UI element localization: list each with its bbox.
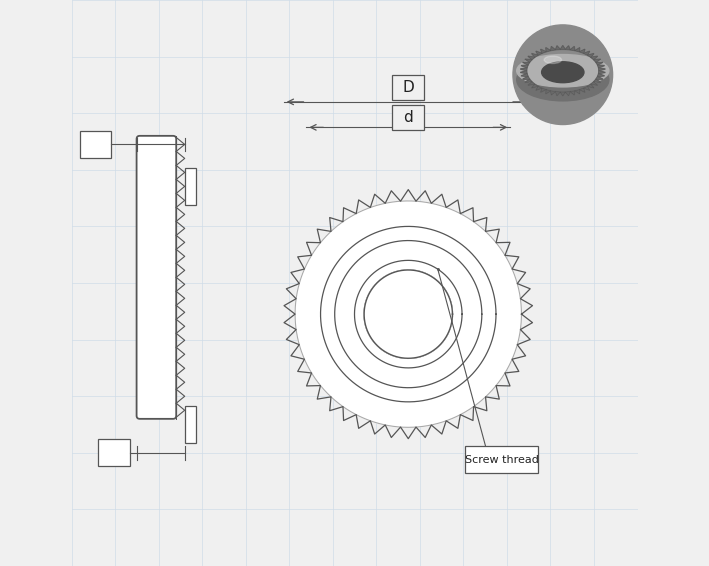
Polygon shape bbox=[565, 46, 570, 50]
Polygon shape bbox=[579, 88, 585, 92]
Polygon shape bbox=[528, 56, 535, 59]
Polygon shape bbox=[532, 54, 538, 57]
Polygon shape bbox=[593, 59, 601, 62]
Text: Screw thread: Screw thread bbox=[464, 454, 539, 465]
Circle shape bbox=[295, 201, 522, 427]
Polygon shape bbox=[528, 82, 535, 85]
Polygon shape bbox=[185, 169, 196, 205]
Polygon shape bbox=[588, 84, 594, 88]
Polygon shape bbox=[525, 79, 532, 82]
FancyBboxPatch shape bbox=[392, 105, 424, 130]
Ellipse shape bbox=[517, 54, 609, 87]
Polygon shape bbox=[520, 71, 527, 74]
Polygon shape bbox=[185, 406, 196, 443]
Polygon shape bbox=[555, 92, 560, 96]
Text: D: D bbox=[403, 80, 414, 95]
Polygon shape bbox=[523, 62, 530, 65]
Polygon shape bbox=[598, 68, 605, 71]
Polygon shape bbox=[560, 92, 565, 96]
Polygon shape bbox=[551, 46, 555, 50]
Text: H: H bbox=[108, 446, 119, 460]
Polygon shape bbox=[598, 71, 605, 74]
Polygon shape bbox=[541, 49, 546, 53]
Polygon shape bbox=[536, 87, 542, 91]
FancyBboxPatch shape bbox=[392, 75, 424, 100]
Ellipse shape bbox=[517, 58, 609, 101]
Circle shape bbox=[364, 270, 452, 358]
Polygon shape bbox=[523, 76, 530, 79]
Polygon shape bbox=[598, 74, 605, 76]
Polygon shape bbox=[596, 62, 603, 65]
Polygon shape bbox=[588, 54, 594, 57]
Polygon shape bbox=[598, 65, 605, 68]
Polygon shape bbox=[579, 49, 585, 53]
FancyBboxPatch shape bbox=[99, 439, 130, 466]
Polygon shape bbox=[520, 68, 527, 71]
Circle shape bbox=[513, 25, 613, 125]
Polygon shape bbox=[575, 89, 580, 94]
Polygon shape bbox=[546, 48, 551, 52]
Polygon shape bbox=[591, 56, 598, 59]
Polygon shape bbox=[565, 92, 570, 96]
Polygon shape bbox=[555, 46, 560, 50]
Polygon shape bbox=[521, 74, 528, 76]
Polygon shape bbox=[596, 76, 603, 79]
Polygon shape bbox=[575, 48, 580, 52]
Polygon shape bbox=[570, 91, 575, 95]
FancyBboxPatch shape bbox=[80, 131, 111, 158]
Polygon shape bbox=[525, 59, 532, 62]
Polygon shape bbox=[536, 51, 542, 55]
Polygon shape bbox=[560, 45, 565, 49]
Polygon shape bbox=[584, 51, 590, 55]
FancyBboxPatch shape bbox=[137, 136, 177, 419]
Polygon shape bbox=[570, 46, 575, 50]
Polygon shape bbox=[541, 88, 546, 92]
Text: T: T bbox=[91, 138, 100, 151]
Polygon shape bbox=[584, 87, 590, 91]
Ellipse shape bbox=[542, 62, 584, 83]
Polygon shape bbox=[591, 82, 598, 85]
Polygon shape bbox=[532, 84, 538, 88]
Ellipse shape bbox=[544, 56, 562, 63]
Polygon shape bbox=[521, 65, 528, 68]
Polygon shape bbox=[551, 91, 555, 95]
Polygon shape bbox=[546, 89, 551, 94]
FancyBboxPatch shape bbox=[465, 446, 538, 473]
Text: d: d bbox=[403, 110, 413, 125]
Polygon shape bbox=[593, 79, 601, 82]
